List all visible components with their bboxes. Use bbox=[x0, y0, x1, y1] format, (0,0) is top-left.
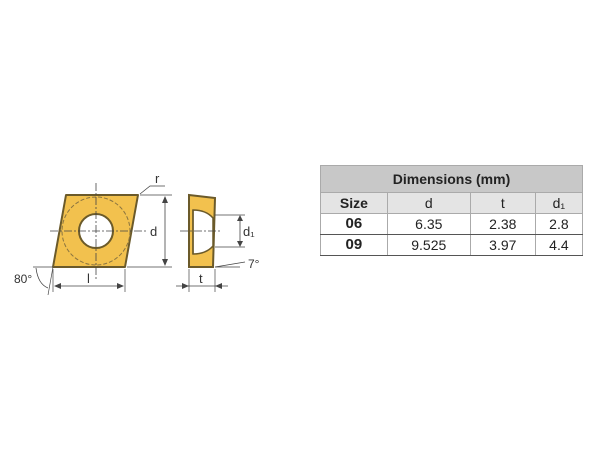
title-row: Dimensions (mm) bbox=[320, 165, 583, 193]
label-t: t bbox=[199, 271, 203, 286]
side-view: d₁ 7° t bbox=[176, 193, 260, 292]
angle-reference-line bbox=[47, 266, 54, 296]
cell-t: 2.38 bbox=[469, 213, 536, 235]
dimensions-table: Dimensions (mm) Size d t d₁ 06 6.35 2.38… bbox=[320, 165, 584, 256]
arrowhead bbox=[117, 283, 124, 289]
arrowhead bbox=[182, 283, 189, 289]
cell-d1: 2.8 bbox=[534, 213, 584, 235]
cell-d: 9.525 bbox=[386, 234, 471, 256]
table-title: Dimensions (mm) bbox=[320, 165, 583, 193]
arrowhead bbox=[162, 259, 168, 266]
arrowhead bbox=[237, 241, 243, 247]
label-7-deg: 7° bbox=[248, 257, 260, 271]
leader-line-r bbox=[139, 185, 165, 195]
header-t: t bbox=[469, 192, 536, 214]
header-d1: d₁ bbox=[534, 192, 584, 214]
angle-reference-line bbox=[214, 261, 246, 268]
label-d1: d₁ bbox=[243, 224, 255, 239]
cell-size: 09 bbox=[320, 234, 388, 256]
cell-d1: 4.4 bbox=[534, 234, 584, 256]
label-r: r bbox=[155, 171, 160, 186]
side-bore bbox=[192, 209, 214, 255]
arrowhead bbox=[237, 215, 243, 221]
label-l: l bbox=[87, 271, 90, 286]
label-80-deg: 80° bbox=[14, 272, 32, 286]
cell-d: 6.35 bbox=[386, 213, 471, 235]
header-d: d bbox=[386, 192, 471, 214]
cell-size: 06 bbox=[320, 213, 388, 235]
cell-t: 3.97 bbox=[469, 234, 536, 256]
header-size: Size bbox=[320, 192, 388, 214]
top-view: d r l 80° bbox=[14, 171, 172, 296]
table-row: 06 6.35 2.38 2.8 bbox=[320, 213, 584, 235]
insert-drawing: d r l 80° d₁ 7° t bbox=[14, 171, 260, 296]
arrowhead bbox=[54, 283, 61, 289]
arrowhead bbox=[215, 283, 222, 289]
table-row: 09 9.525 3.97 4.4 bbox=[320, 234, 584, 256]
arrowhead bbox=[162, 196, 168, 203]
header-row: Size d t d₁ bbox=[320, 192, 584, 214]
label-d: d bbox=[150, 224, 157, 239]
angle-arc-80 bbox=[35, 267, 49, 289]
